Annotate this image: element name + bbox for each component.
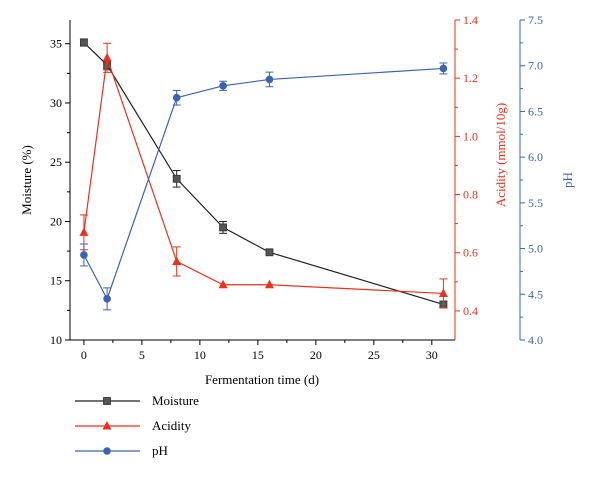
- legend-marker-acidity: [102, 421, 112, 430]
- right2-axis-ticks: 4.0 4.5 5.0 5.5 6.0 6.5 7.0 7.5: [520, 13, 543, 347]
- legend-label-acidity: Acidity: [152, 418, 191, 433]
- acidity-point: [438, 288, 448, 297]
- moisture-line: [83, 42, 444, 306]
- left-axis-tick-label: 25: [50, 155, 62, 169]
- right1-axis-tick-label: 0.6: [463, 246, 478, 260]
- right2-axis-tick-label: 6.0: [528, 150, 543, 164]
- left-axis-tick-label: 20: [50, 214, 62, 228]
- right1-axis-tick-label: 1.2: [463, 71, 478, 85]
- acidity-series: [79, 42, 448, 309]
- right2-axis-tick-label: 4.0: [528, 333, 543, 347]
- left-axis-title: Moisture (%): [19, 145, 34, 215]
- legend: Moisture Acidity pH: [75, 393, 199, 458]
- moisture-point: [80, 38, 88, 47]
- acidity-line: [83, 57, 444, 295]
- acidity-point: [172, 256, 182, 265]
- acidity-point: [102, 52, 112, 62]
- ph-point: [103, 295, 111, 303]
- x-tick-label: 15: [252, 348, 264, 362]
- legend-label-ph: pH: [152, 443, 168, 458]
- x-tick-label: 10: [194, 348, 206, 362]
- x-tick-label: 30: [426, 348, 438, 362]
- legend-item-moisture: Moisture: [75, 393, 199, 408]
- x-ticks: 0 5 10 15 20 25 30: [81, 340, 438, 362]
- x-tick-label: 5: [139, 348, 145, 362]
- acidity-point: [218, 279, 228, 289]
- ph-point: [219, 82, 227, 90]
- moisture-point: [265, 248, 274, 257]
- right2-axis-title: pH: [560, 172, 575, 188]
- right1-axis-ticks: 0.4 0.6 0.8 1.0 1.2 1.4: [455, 13, 478, 318]
- right1-axis-tick-label: 1.0: [463, 129, 478, 143]
- right2-axis-tick-label: 5.5: [528, 196, 543, 210]
- x-axis-title: Fermentation time (d): [205, 372, 319, 387]
- left-axis-tick-label: 30: [50, 96, 62, 110]
- right1-axis-title: Acidity (mmol/10g): [493, 103, 508, 207]
- x-tick-label: 20: [310, 348, 322, 362]
- right2-axis-tick-label: 6.5: [528, 104, 543, 118]
- right2-axis-tick-label: 4.5: [528, 287, 543, 301]
- acidity-point: [264, 279, 274, 289]
- right1-axis-tick-label: 1.4: [463, 13, 478, 27]
- ph-line: [83, 67, 444, 301]
- ph-point: [265, 75, 274, 84]
- acidity-point: [79, 227, 89, 236]
- right1-axis-tick-label: 0.8: [463, 188, 478, 202]
- right2-axis-tick-label: 5.0: [528, 242, 543, 256]
- right2-axis-tick-label: 7.5: [528, 13, 543, 27]
- ph-point: [439, 64, 448, 73]
- moisture-point: [172, 174, 181, 183]
- legend-item-ph: pH: [75, 443, 168, 458]
- moisture-series: [79, 38, 448, 309]
- legend-label-moisture: Moisture: [152, 393, 199, 408]
- legend-marker-ph: [103, 447, 111, 455]
- moisture-point: [219, 223, 227, 232]
- left-axis-tick-label: 10: [50, 333, 62, 347]
- series-layer: [79, 38, 448, 311]
- right2-axis-tick-label: 7.0: [528, 59, 543, 73]
- legend-item-acidity: Acidity: [75, 418, 191, 433]
- left-axis-ticks: 10 15 20 25 30 35: [50, 37, 70, 347]
- left-axis-tick-label: 15: [50, 274, 62, 288]
- ph-point: [80, 251, 88, 259]
- plot-area: 0 5 10 15 20 25 30 10 15 20 25 30 35 0.4 0.6 0.8 1.0 1.…: [50, 13, 543, 362]
- legend-marker-moisture: [103, 397, 111, 405]
- right1-axis-tick-label: 0.4: [463, 304, 478, 318]
- ph-point: [172, 93, 181, 102]
- x-tick-label: 25: [368, 348, 380, 362]
- x-tick-label: 0: [81, 348, 87, 362]
- ph-series: [79, 62, 448, 311]
- left-axis-tick-label: 35: [50, 37, 62, 51]
